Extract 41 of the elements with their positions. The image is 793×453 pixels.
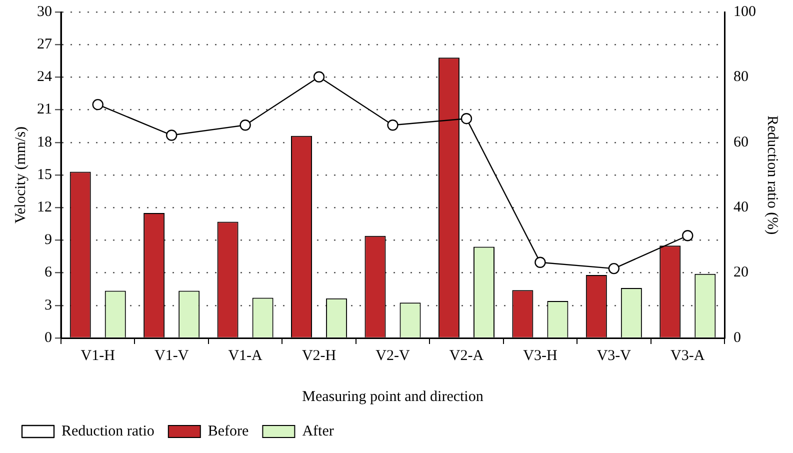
x-tick-label: V1-H (80, 348, 116, 364)
y2-axis-title: Reduction ratio (%) (764, 115, 780, 235)
y-axis-title: Velocity (mm/s) (12, 126, 29, 224)
x-tick-label: V2-A (449, 348, 484, 364)
x-tick-label: V3-V (596, 348, 632, 364)
y-tick-label: 3 (44, 297, 52, 314)
x-tick-label: V3-H (523, 348, 558, 364)
x-axis-title: Measuring point and direction (302, 388, 484, 405)
point (166, 130, 178, 141)
legend-label: Before (208, 423, 250, 440)
x-tick-label: V2-H (302, 348, 336, 364)
x-tick-label: V1-A (228, 348, 263, 364)
y2-tick-label: 0 (734, 330, 741, 346)
y2-tick-label: 20 (734, 264, 748, 281)
y-tick-label: 21 (37, 102, 52, 118)
y-tick-label: 27 (37, 36, 52, 53)
y2-tick-label: 40 (734, 200, 748, 216)
y-tick-label: 24 (37, 69, 52, 86)
legend-label: After (302, 423, 334, 440)
y2-tick-label: 80 (734, 69, 748, 86)
x-tick-label: V2-V (376, 348, 410, 364)
point (608, 262, 620, 274)
legend-label: Reduction ratio (62, 423, 154, 440)
y-tick-label: 15 (37, 166, 52, 183)
point (387, 120, 398, 131)
y2-tick-label: 60 (734, 134, 748, 150)
y-tick-label: 9 (44, 232, 52, 248)
y-tick-label: 0 (44, 330, 52, 346)
point (682, 230, 694, 242)
y-tick-label: 30 (37, 4, 52, 20)
x-tick-label: V3-A (670, 348, 705, 364)
y-tick-label: 6 (44, 264, 52, 281)
point (313, 71, 325, 82)
y-tick-label: 12 (37, 200, 52, 216)
y-tick-label: 18 (37, 134, 52, 150)
point (534, 256, 546, 268)
point (460, 113, 472, 124)
y2-tick-label: 100 (734, 4, 756, 20)
point (92, 98, 104, 110)
point (240, 120, 251, 131)
x-tick-label: V1-V (154, 348, 189, 364)
